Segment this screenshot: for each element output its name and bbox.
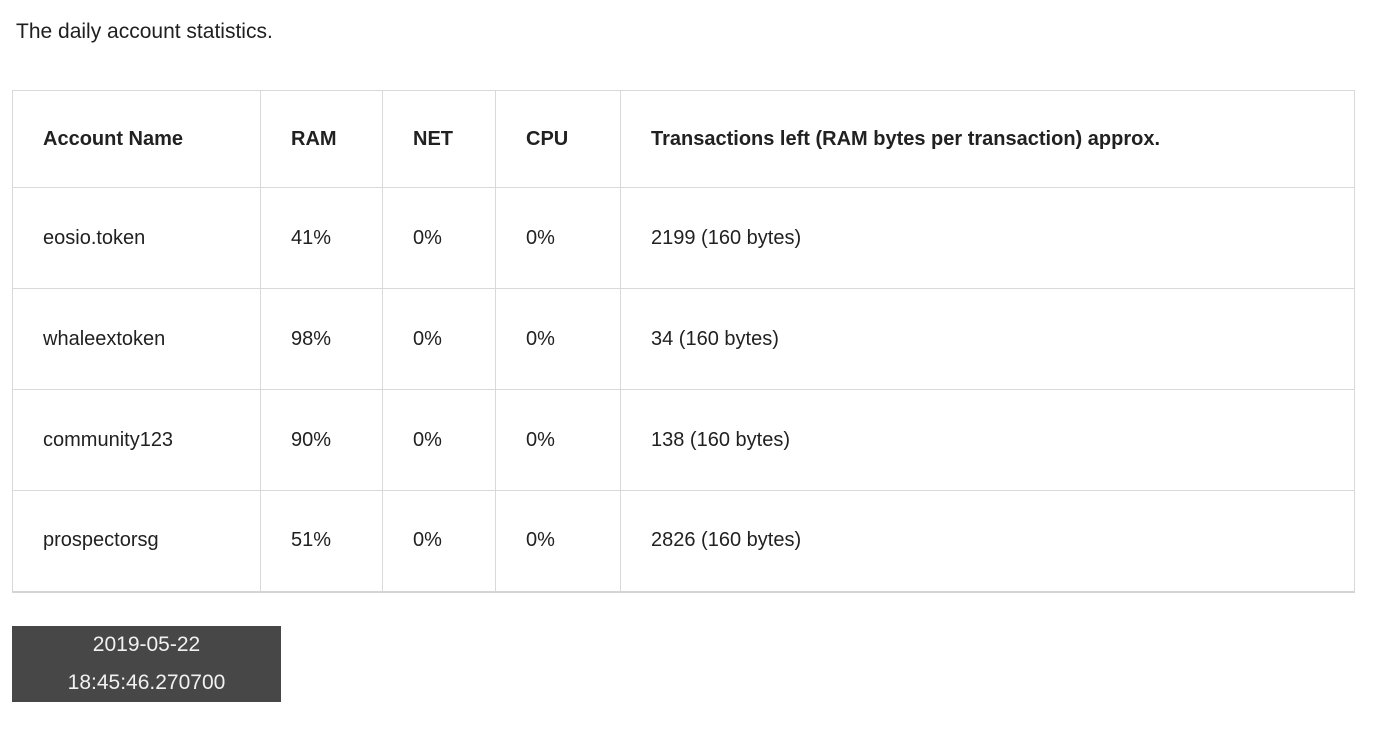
- cell-ram: 90%: [260, 389, 383, 491]
- cell-account-name: eosio.token: [12, 187, 261, 289]
- cell-ram: 41%: [260, 187, 383, 289]
- timestamp-badge: 2019-05-22 18:45:46.270700: [12, 626, 281, 702]
- header-ram: RAM: [260, 90, 383, 188]
- table-row: whaleextoken 98% 0% 0% 34 (160 bytes): [12, 288, 1355, 390]
- cell-cpu: 0%: [495, 389, 621, 491]
- cell-transactions-left: 34 (160 bytes): [620, 288, 1355, 390]
- cell-net: 0%: [382, 187, 496, 289]
- cell-cpu: 0%: [495, 187, 621, 289]
- cell-net: 0%: [382, 288, 496, 390]
- table-row: prospectorsg 51% 0% 0% 2826 (160 bytes): [12, 490, 1355, 593]
- cell-transactions-left: 2199 (160 bytes): [620, 187, 1355, 289]
- cell-cpu: 0%: [495, 288, 621, 390]
- header-account-name: Account Name: [12, 90, 261, 188]
- header-cpu: CPU: [495, 90, 621, 188]
- table-row: eosio.token 41% 0% 0% 2199 (160 bytes): [12, 187, 1355, 289]
- timestamp-time: 18:45:46.270700: [67, 671, 226, 694]
- header-transactions-left: Transactions left (RAM bytes per transac…: [620, 90, 1355, 188]
- table-header-row: Account Name RAM NET CPU Transactions le…: [12, 90, 1355, 188]
- cell-net: 0%: [382, 389, 496, 491]
- timestamp-date: 2019-05-22: [92, 633, 201, 656]
- cell-transactions-left: 138 (160 bytes): [620, 389, 1355, 491]
- cell-transactions-left: 2826 (160 bytes): [620, 490, 1355, 593]
- cell-net: 0%: [382, 490, 496, 593]
- cell-account-name: prospectorsg: [12, 490, 261, 593]
- cell-cpu: 0%: [495, 490, 621, 593]
- cell-account-name: community123: [12, 389, 261, 491]
- account-stats-table: Account Name RAM NET CPU Transactions le…: [12, 90, 1355, 593]
- page-title: The daily account statistics.: [16, 20, 273, 43]
- cell-account-name: whaleextoken: [12, 288, 261, 390]
- header-net: NET: [382, 90, 496, 188]
- cell-ram: 98%: [260, 288, 383, 390]
- table-row: community123 90% 0% 0% 138 (160 bytes): [12, 389, 1355, 491]
- cell-ram: 51%: [260, 490, 383, 593]
